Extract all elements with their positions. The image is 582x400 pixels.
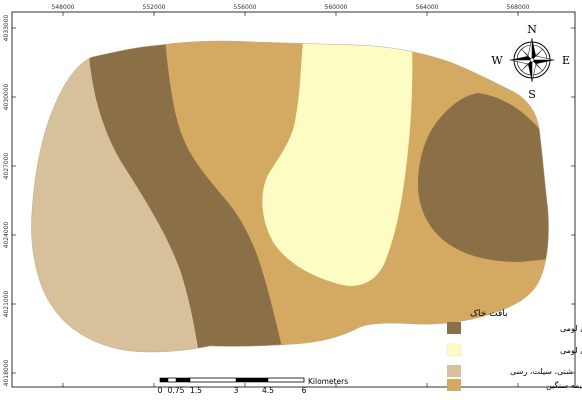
north-arrow-icon (509, 37, 555, 83)
y-axis-right (571, 27, 575, 374)
legend-swatch (446, 343, 462, 357)
legend-swatch (447, 322, 461, 334)
legend: بافت خاک سیلتی لومی تا سیلتی رسی لومی شن… (446, 308, 582, 391)
compass-north: N (527, 23, 537, 36)
x-tick-label: 560000 (325, 4, 348, 11)
zone-silty-loam-band (88, 41, 285, 352)
y-axis-left: 4033000 4030000 4027000 4024000 4021000 … (3, 14, 16, 386)
y-tick-label: 4033000 (3, 14, 10, 41)
y-tick-label: 4030000 (3, 83, 10, 110)
scale-label: 3 (234, 386, 239, 395)
legend-label: سیلتی لومی تا سیلتی رسی لومی (560, 324, 582, 333)
legend-title: بافت خاک (470, 308, 508, 319)
y-tick-label: 4027000 (3, 152, 10, 179)
legend-swatch (447, 379, 461, 391)
compass-south: S (528, 88, 536, 101)
compass-west: W (491, 54, 503, 67)
zone-silty-loam-east (418, 93, 549, 262)
y-tick-label: 4018000 (3, 359, 10, 386)
y-tick-label: 4024000 (3, 221, 10, 248)
y-tick-label: 4021000 (3, 290, 10, 317)
legend-label: شنی، سیلت، رسی (510, 367, 573, 376)
x-tick-label: 548000 (52, 4, 75, 11)
x-tick-label: 552000 (143, 4, 166, 11)
x-tick-label: 556000 (234, 4, 257, 11)
scale-label: 1.5 (190, 386, 202, 395)
scale-bar: 0 0.75 1.5 3 4.5 6 Kilometers (158, 377, 349, 395)
x-axis-bottom (62, 383, 519, 387)
legend-label: متوسط تا نیمه سنگین (546, 380, 582, 390)
compass-east: E (562, 54, 570, 67)
x-tick-label: 568000 (507, 4, 530, 11)
zone-sandy-loam (262, 41, 413, 286)
legend-swatch (447, 365, 461, 377)
x-tick-label: 564000 (416, 4, 439, 11)
scale-label: 4.5 (262, 386, 274, 395)
x-axis-top: 548000 552000 556000 560000 564000 56800… (52, 4, 530, 16)
scale-label: 0 (158, 386, 163, 395)
study-area-outline (31, 40, 549, 353)
zone-sand-silt-clay (31, 41, 200, 352)
soil-zones (31, 41, 549, 352)
scale-label: 0.75 (168, 386, 185, 395)
scale-unit: Kilometers (308, 377, 348, 386)
scale-label: 6 (302, 386, 307, 395)
legend-label: شنی لومی تا شنی سیلتی لومی (560, 346, 582, 355)
